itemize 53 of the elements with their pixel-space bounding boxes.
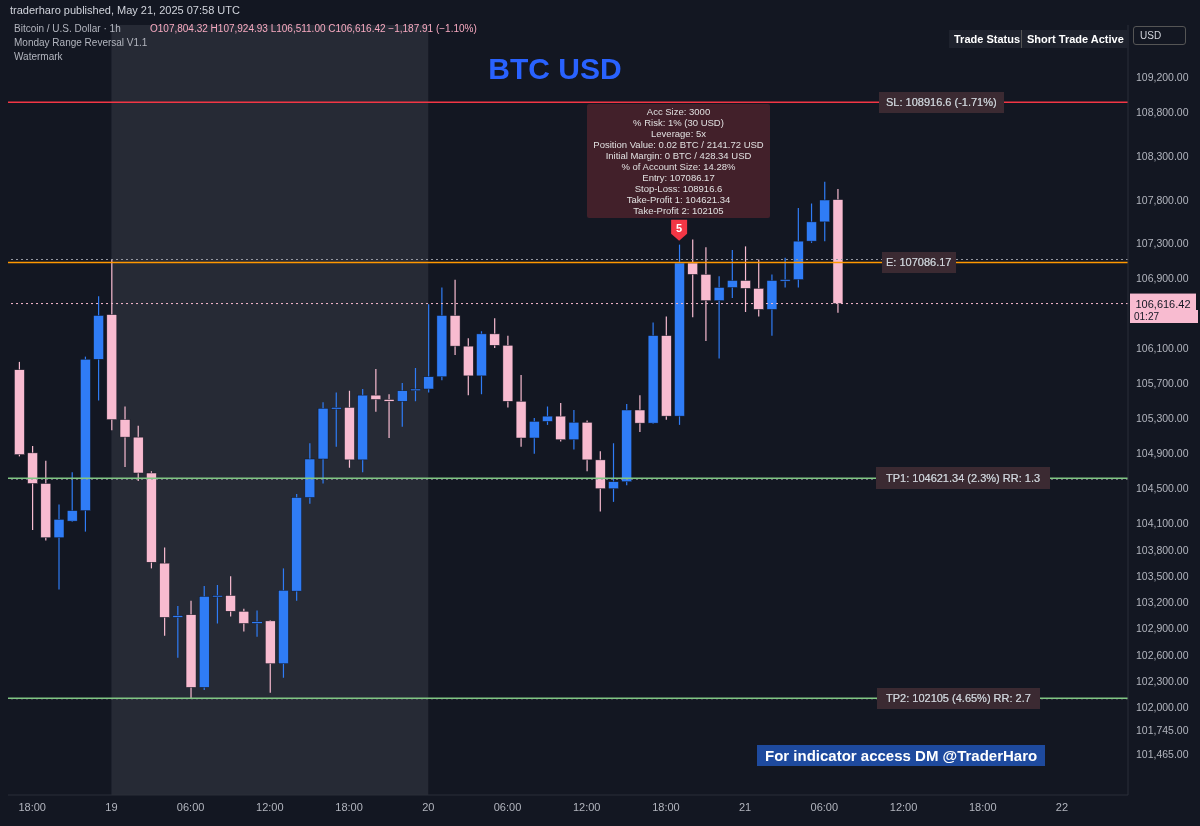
ref-line-label: TP2: 102105 (4.65%) RR: 2.7 (886, 692, 1031, 705)
x-tick-label: 21 (739, 800, 752, 813)
y-tick-label: 103,800.00 (1136, 543, 1189, 556)
x-tick-label: 19 (105, 800, 118, 813)
x-tick-label: 06:00 (810, 800, 839, 813)
text: USD (1133, 26, 1187, 45)
text: BTC USD (488, 52, 622, 85)
y-tick-label: 105,700.00 (1136, 377, 1189, 390)
x-tick-label: 12:00 (889, 800, 918, 813)
x-tick-label: 18:00 (18, 800, 46, 813)
y-tick-label: 109,200.00 (1136, 71, 1189, 84)
ref-line-label: E: 107086.17 (886, 256, 952, 269)
x-tick-label: 18:00 (969, 800, 997, 813)
x-tick-label: 06:00 (493, 800, 522, 813)
ref-line-label: 106,616.42 (1135, 297, 1191, 310)
y-tick-label: 104,900.00 (1136, 447, 1189, 460)
y-tick-label: 104,500.00 (1136, 482, 1189, 495)
annotation: Monday Range Reversal V1.1 (14, 37, 148, 48)
annotation: Trade Status (949, 30, 1026, 48)
y-tick-label: 102,600.00 (1136, 648, 1189, 661)
annotation: Watermark (14, 51, 63, 62)
y-tick-label: 103,500.00 (1136, 569, 1189, 582)
x-tick-label: 22 (1055, 800, 1069, 813)
y-tick-label: 102,900.00 (1136, 622, 1189, 635)
annotation: For indicator access DM @TraderHaro (757, 745, 1046, 766)
x-tick-label: 18:00 (335, 800, 363, 813)
y-tick-label: 102,000.00 (1136, 701, 1189, 714)
text: traderharo published, May 21, 2025 07:58 UTC (10, 4, 240, 16)
y-tick-label: 106,900.00 (1136, 272, 1189, 285)
x-tick-label: 20 (422, 800, 435, 813)
y-tick-label: 105,300.00 (1136, 412, 1189, 425)
y-tick-label: 102,300.00 (1136, 674, 1189, 687)
y-tick-label: 107,800.00 (1136, 193, 1189, 206)
y-tick-label: 108,800.00 (1136, 106, 1189, 119)
y-tick-label: 104,100.00 (1136, 517, 1189, 530)
y-tick-label: 103,200.00 (1136, 596, 1189, 609)
x-tick-label: 12:00 (256, 800, 284, 813)
x-tick-label: 12:00 (572, 800, 601, 813)
x-tick-label: 18:00 (652, 800, 680, 813)
y-tick-label: 101,745.00 (1136, 723, 1189, 736)
annotation: Short Trade Active (1021, 30, 1129, 48)
annotation: Bitcoin / U.S. Dollar · 1h (14, 23, 121, 34)
y-tick-label: 107,300.00 (1136, 237, 1189, 250)
text: 01:27 (1130, 310, 1198, 323)
ref-line-label: SL: 108916.6 (-1.71%) (886, 96, 997, 109)
x-tick-label: 06:00 (176, 800, 205, 813)
y-tick-label: 101,465.00 (1136, 748, 1189, 761)
text: Acc Size: 3000 % Risk: 1% (30 USD) Leverage: 5x Position Value: 0.02 BTC / 2141.72 USD Initial Margin: 0 BTC / 428.34 USD % of Account Size: 14.28% Entry: 107086.17 Stop-Loss: 108916.6 Take-Profit 1: 104621.34 Take-Profit 2: 102105 (593, 106, 764, 216)
y-tick-label: 106,100.00 (1136, 342, 1189, 355)
ref-line-label: TP1: 104621.34 (2.3%) RR: 1.3 (886, 472, 1041, 485)
y-tick-label: 108,300.00 (1136, 149, 1189, 162)
annotation: O107,804.32 H107,924.93 L106,511.00 C106,616.42 −1,187.91 (−1.10%) (150, 23, 477, 34)
annotation: 5 (676, 221, 683, 234)
